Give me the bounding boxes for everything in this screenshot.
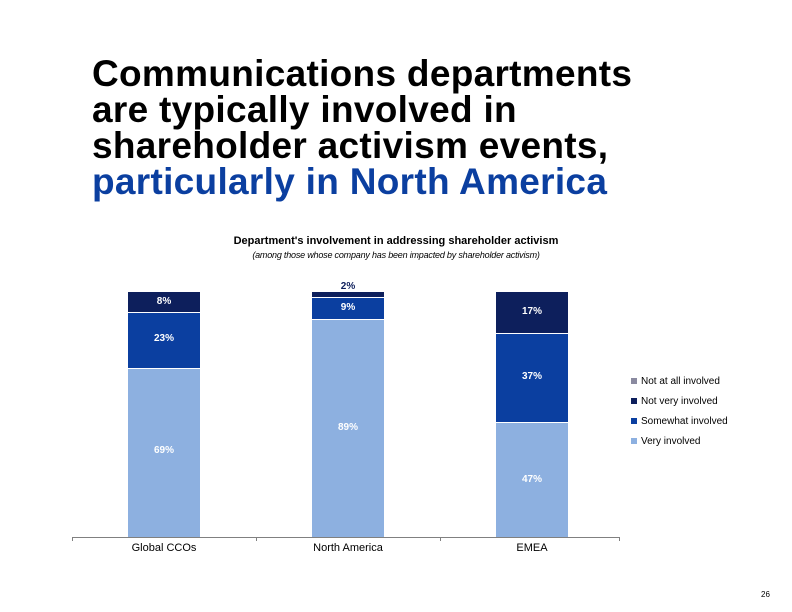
x-axis-tick <box>440 537 441 541</box>
page-number: 26 <box>761 590 770 599</box>
value-label: 23% <box>153 333 174 344</box>
segment-not-very <box>312 292 384 297</box>
chart-legend: Not at all involved Not very involved So… <box>631 371 728 451</box>
chart-subtitle: (among those whose company has been impa… <box>252 250 540 260</box>
segment-not-very: 8% <box>128 292 200 312</box>
value-label: 8% <box>156 296 172 307</box>
legend-label: Not very involved <box>641 395 718 407</box>
x-axis-tick <box>256 537 257 541</box>
legend-item-not-at-all: Not at all involved <box>631 371 728 391</box>
legend-label: Somewhat involved <box>641 415 728 427</box>
legend-item-very: Very involved <box>631 431 728 451</box>
legend-swatch-icon <box>631 418 637 424</box>
segment-very: 89% <box>312 319 384 537</box>
legend-swatch-icon <box>631 398 637 404</box>
value-label: 17% <box>521 306 542 317</box>
title-line-2: are typically involved in <box>92 89 517 130</box>
legend-swatch-icon <box>631 378 637 384</box>
legend-item-not-very: Not very involved <box>631 391 728 411</box>
x-axis-tick <box>619 537 620 541</box>
segment-somewhat: 9% <box>312 297 384 319</box>
category-label-north-america: North America <box>313 542 383 554</box>
value-label: 69% <box>153 445 174 456</box>
segment-very: 47% <box>496 422 568 537</box>
value-label: 37% <box>521 371 542 382</box>
x-axis-tick <box>72 537 73 541</box>
bar-emea: 17% 37% 47% <box>496 292 568 537</box>
value-label: 9% <box>340 302 356 313</box>
x-axis <box>72 537 620 538</box>
value-label-outside: 2% <box>340 281 356 292</box>
title-line-1: Communications departments <box>92 53 633 94</box>
legend-label: Very involved <box>641 435 701 447</box>
segment-very: 69% <box>128 368 200 537</box>
chart-title: Department's involvement in addressing s… <box>233 235 559 247</box>
legend-swatch-icon <box>631 438 637 444</box>
title-accent-line: particularly in North America <box>92 161 608 202</box>
category-label-emea: EMEA <box>516 542 548 554</box>
value-label: 89% <box>337 422 358 433</box>
title-line-3: shareholder activism events, <box>92 125 609 166</box>
segment-not-very: 17% <box>496 292 568 333</box>
slide-title: Communications departments are typically… <box>92 53 633 202</box>
bar-north-america: 9% 89% <box>312 292 384 537</box>
legend-item-somewhat: Somewhat involved <box>631 411 728 431</box>
segment-somewhat: 23% <box>128 312 200 368</box>
value-label: 47% <box>521 474 542 485</box>
segment-somewhat: 37% <box>496 333 568 422</box>
bar-global-ccos: 8% 23% 69% <box>128 292 200 537</box>
legend-label: Not at all involved <box>641 375 720 387</box>
category-label-global-ccos: Global CCOs <box>131 542 197 554</box>
